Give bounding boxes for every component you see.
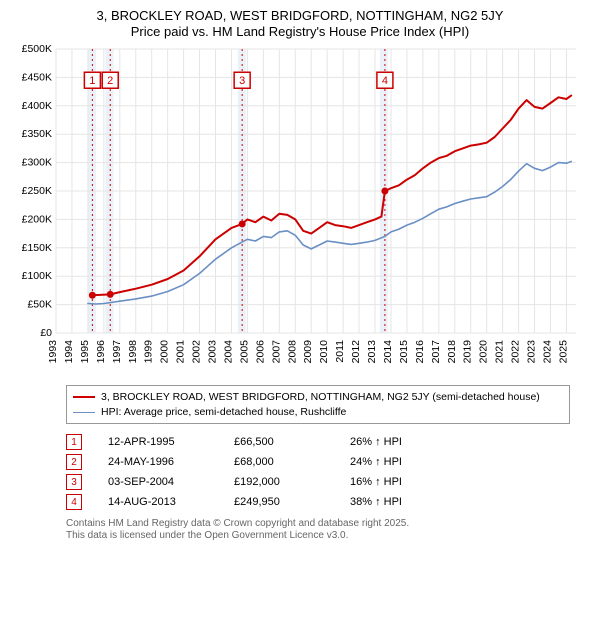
sale-marker-number: 4 — [382, 75, 388, 87]
x-tick-label: 2009 — [302, 340, 314, 364]
y-tick-label: £250K — [22, 185, 52, 197]
x-tick-label: 2003 — [207, 340, 219, 364]
x-tick-label: 1997 — [111, 340, 123, 364]
sale-dot — [89, 292, 96, 299]
y-tick-label: £100K — [22, 270, 52, 282]
sale-marker: 3 — [66, 474, 82, 490]
chart-titles: 3, BROCKLEY ROAD, WEST BRIDGFORD, NOTTIN… — [10, 8, 590, 39]
x-tick-label: 1994 — [63, 340, 75, 364]
sale-date: 12-APR-1995 — [88, 436, 228, 448]
x-tick-label: 1996 — [95, 340, 107, 364]
x-tick-label: 2010 — [318, 340, 330, 364]
sale-marker: 1 — [66, 434, 82, 450]
attribution-line1: Contains HM Land Registry data © Crown c… — [66, 518, 570, 530]
title-line1: 3, BROCKLEY ROAD, WEST BRIDGFORD, NOTTIN… — [10, 8, 590, 23]
x-tick-label: 2001 — [175, 340, 187, 364]
x-tick-label: 2011 — [334, 340, 346, 363]
x-tick-label: 2019 — [462, 340, 474, 364]
x-tick-label: 2008 — [286, 340, 298, 364]
attribution: Contains HM Land Registry data © Crown c… — [66, 518, 570, 542]
sale-dot — [381, 188, 388, 195]
legend-swatch — [73, 396, 95, 398]
x-tick-label: 2007 — [270, 340, 282, 364]
legend-swatch — [73, 412, 95, 413]
x-tick-label: 2018 — [446, 340, 458, 364]
x-tick-label: 1999 — [143, 340, 155, 364]
y-tick-label: £300K — [22, 157, 52, 169]
x-tick-label: 2000 — [159, 340, 171, 364]
y-tick-label: £350K — [22, 128, 52, 140]
x-tick-label: 2014 — [382, 340, 394, 364]
sale-diff: 24% ↑ HPI — [350, 456, 460, 468]
x-tick-label: 1995 — [79, 340, 91, 364]
x-tick-label: 2017 — [430, 340, 442, 364]
y-tick-label: £200K — [22, 213, 52, 225]
legend-item: HPI: Average price, semi-detached house,… — [73, 405, 563, 420]
sale-marker-number: 1 — [89, 75, 95, 87]
sale-date: 24-MAY-1996 — [88, 456, 228, 468]
x-tick-label: 2004 — [222, 340, 234, 364]
title-line2: Price paid vs. HM Land Registry's House … — [10, 24, 590, 39]
chart-container: 3, BROCKLEY ROAD, WEST BRIDGFORD, NOTTIN… — [0, 0, 600, 620]
sale-diff: 16% ↑ HPI — [350, 476, 460, 488]
x-tick-label: 1993 — [47, 340, 59, 364]
sale-dot — [239, 220, 246, 227]
plot-area: £0 £50K £100K £150K £200K £250K £300K £350K £400… — [10, 45, 590, 375]
x-tick-label: 2020 — [478, 340, 490, 364]
sale-row: 1 12-APR-1995 £66,500 26% ↑ HPI — [66, 432, 570, 452]
sale-date: 03-SEP-2004 — [88, 476, 228, 488]
sale-row: 2 24-MAY-1996 £68,000 24% ↑ HPI — [66, 452, 570, 472]
x-tick-label: 2006 — [254, 340, 266, 364]
y-tick-label: £0 — [40, 327, 52, 339]
sale-marker-number: 2 — [107, 75, 113, 87]
sale-diff: 38% ↑ HPI — [350, 496, 460, 508]
y-tick-label: £400K — [22, 100, 52, 112]
sale-price: £68,000 — [234, 456, 344, 468]
sale-price: £66,500 — [234, 436, 344, 448]
legend-label: 3, BROCKLEY ROAD, WEST BRIDGFORD, NOTTIN… — [101, 390, 540, 405]
sales-table: 1 12-APR-1995 £66,500 26% ↑ HPI 2 24-MAY-1996… — [66, 432, 570, 512]
x-tick-label: 2015 — [398, 340, 410, 364]
series-price_paid — [92, 96, 571, 296]
x-tick-label: 2022 — [510, 340, 522, 364]
x-tick-label: 2005 — [238, 340, 250, 364]
sale-row: 4 14-AUG-2013 £249,950 38% ↑ HPI — [66, 492, 570, 512]
y-tick-label: £150K — [22, 242, 52, 254]
x-tick-label: 2016 — [414, 340, 426, 364]
sale-date: 14-AUG-2013 — [88, 496, 228, 508]
y-tick-label: £50K — [27, 299, 52, 311]
x-tick-label: 2023 — [526, 340, 538, 364]
x-tick-label: 2013 — [366, 340, 378, 364]
x-tick-label: 2021 — [494, 340, 506, 364]
x-tick-label: 1998 — [127, 340, 139, 364]
sale-marker-number: 3 — [239, 75, 245, 87]
legend: 3, BROCKLEY ROAD, WEST BRIDGFORD, NOTTIN… — [66, 385, 570, 424]
y-tick-label: £500K — [22, 45, 52, 55]
line-chart: £0 £50K £100K £150K £200K £250K £300K £350K £400… — [10, 45, 590, 375]
sale-price: £249,950 — [234, 496, 344, 508]
sale-diff: 26% ↑ HPI — [350, 436, 460, 448]
attribution-line2: This data is licensed under the Open Gov… — [66, 530, 570, 542]
sale-marker: 4 — [66, 494, 82, 510]
x-tick-label: 2025 — [557, 340, 569, 364]
x-tick-label: 2002 — [191, 340, 203, 364]
y-tick-label: £450K — [22, 71, 52, 83]
legend-item: 3, BROCKLEY ROAD, WEST BRIDGFORD, NOTTIN… — [73, 390, 563, 405]
legend-label: HPI: Average price, semi-detached house,… — [101, 405, 346, 420]
sale-price: £192,000 — [234, 476, 344, 488]
x-tick-label: 2024 — [541, 340, 553, 364]
x-tick-label: 2012 — [350, 340, 362, 364]
sale-dot — [107, 291, 114, 298]
sale-marker: 2 — [66, 454, 82, 470]
sale-row: 3 03-SEP-2004 £192,000 16% ↑ HPI — [66, 472, 570, 492]
